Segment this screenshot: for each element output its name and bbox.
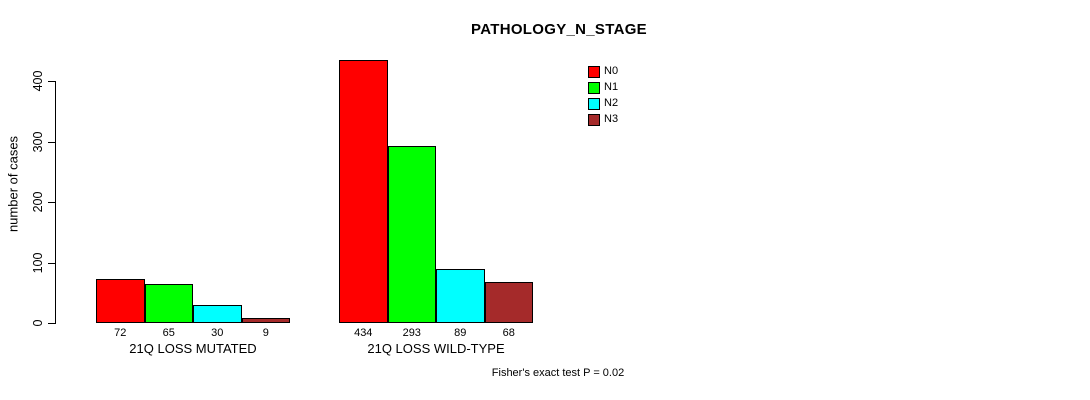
y-axis-tick-label: 300 — [31, 131, 45, 152]
bar-value-label: 293 — [402, 327, 421, 339]
y-axis-line — [55, 81, 56, 324]
bar-n1-group2 — [387, 145, 436, 323]
bar-value-label: 65 — [162, 327, 175, 339]
legend-item-n3: N3 — [588, 113, 668, 130]
legend-swatch-n0 — [588, 66, 600, 78]
x-category-label: 21Q LOSS WILD-TYPE — [367, 341, 505, 356]
legend-label: N1 — [604, 81, 619, 93]
y-axis-tick — [48, 202, 55, 203]
y-axis-tick-label: 0 — [31, 319, 45, 327]
bar-n0-group1 — [96, 279, 145, 323]
bar-value-label: 434 — [354, 327, 373, 339]
bar-n3-group1 — [241, 317, 290, 323]
bar-n3-group2 — [484, 281, 533, 323]
legend-swatch-n1 — [588, 82, 600, 94]
y-axis-tick-label: 200 — [31, 191, 45, 213]
legend-item-n2: N2 — [588, 97, 668, 114]
bar-n2-group2 — [436, 269, 485, 323]
bar-value-label: 9 — [262, 327, 269, 339]
legend-item-n1: N1 — [588, 81, 668, 98]
legend-item-n0: N0 — [588, 65, 668, 82]
bar-value-label: 68 — [502, 327, 515, 339]
y-axis-tick — [48, 262, 55, 264]
fisher-test-annotation: Fisher's exact test P = 0.02 — [491, 367, 625, 379]
legend-swatch-n3 — [588, 114, 600, 126]
y-axis-tick — [48, 141, 55, 143]
chart-title: PATHOLOGY_N_STAGE — [471, 21, 647, 38]
bar-value-label: 30 — [211, 327, 224, 339]
y-axis-tick-label: 400 — [31, 70, 45, 92]
legend-label: N0 — [604, 65, 619, 77]
legend-label: N2 — [604, 97, 619, 109]
bar-n2-group1 — [193, 304, 242, 323]
bar-n0-group2 — [339, 60, 388, 323]
y-axis-tick — [48, 81, 55, 82]
y-axis-label: number of cases — [5, 135, 21, 233]
bar-value-label: 89 — [454, 327, 467, 339]
bar-n1-group1 — [144, 283, 193, 323]
legend-label: N3 — [604, 113, 619, 125]
legend-swatch-n2 — [588, 98, 600, 110]
x-category-label: 21Q LOSS MUTATED — [129, 341, 257, 356]
y-axis-tick — [48, 323, 55, 324]
bar-value-label: 72 — [114, 327, 127, 339]
y-axis-tick-label: 100 — [31, 252, 45, 273]
